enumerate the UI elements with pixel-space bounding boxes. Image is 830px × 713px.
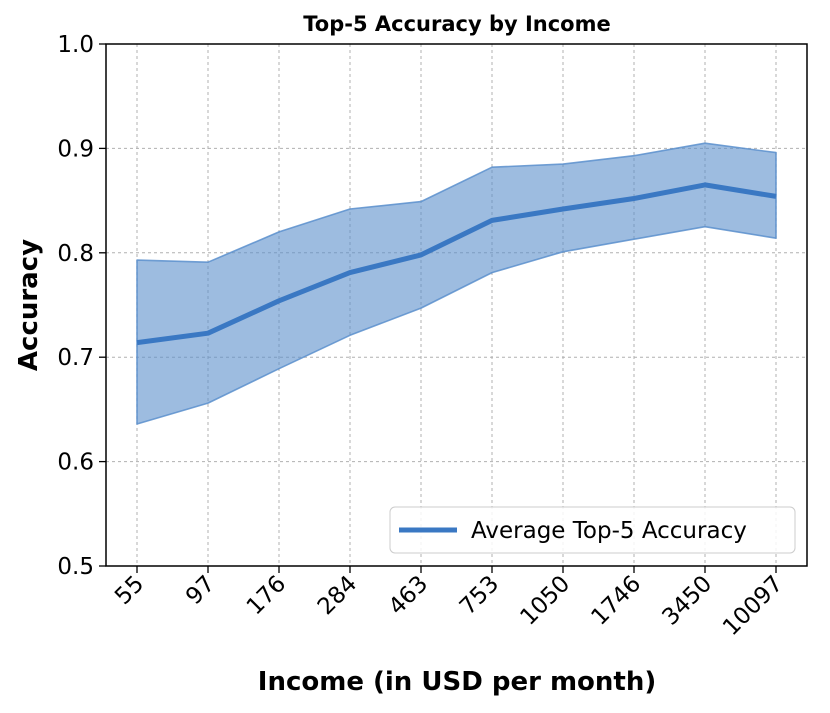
legend-box — [389, 506, 796, 554]
confidence-band — [136, 142, 777, 425]
series-line — [136, 182, 777, 346]
x-tick-label: 1050 — [515, 571, 575, 631]
x-axis-label: Income (in USD per month) — [258, 667, 656, 697]
series-band — [136, 142, 777, 425]
x-tick-label: 463 — [384, 571, 433, 620]
legend: Average Top-5 Accuracy — [389, 506, 796, 554]
chart-title: Top-5 Accuracy by Income — [303, 12, 611, 36]
y-tick-label: 0.8 — [57, 241, 94, 267]
series-lines — [136, 182, 777, 346]
y-axis-label: Accuracy — [14, 239, 44, 371]
x-tick-label: 753 — [455, 571, 504, 620]
legend-label: Average Top-5 Accuracy — [471, 518, 747, 544]
y-tick-label: 1.0 — [57, 32, 94, 58]
x-tick-label: 97 — [181, 571, 220, 610]
y-tick-label: 0.6 — [57, 450, 94, 476]
x-tick-label: 3450 — [657, 571, 717, 631]
x-tick-label: 176 — [242, 571, 291, 620]
plot-frame — [105, 43, 808, 567]
x-tick-label: 10097 — [718, 571, 788, 641]
y-tick-label: 0.7 — [57, 345, 94, 371]
y-tick-label: 0.9 — [57, 136, 94, 162]
x-tick-label: 55 — [110, 571, 149, 610]
x-tick-label: 1746 — [586, 571, 646, 631]
y-tick-label: 0.5 — [57, 554, 94, 580]
x-tick-label: 284 — [313, 571, 362, 620]
